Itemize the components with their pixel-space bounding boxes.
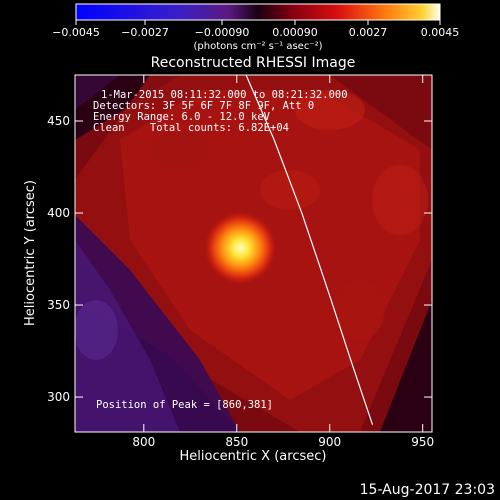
y-tick-label: 350 bbox=[47, 298, 70, 312]
colorbar-tick-label: −0.0027 bbox=[121, 26, 169, 39]
plot-frame bbox=[74, 74, 433, 433]
colorbar-tick-label: −0.0045 bbox=[52, 26, 100, 39]
colorbar-tick-label: −0.00090 bbox=[195, 26, 250, 39]
x-tick-label: 950 bbox=[411, 435, 434, 449]
y-tick-label: 300 bbox=[47, 390, 70, 404]
solar-limb-line bbox=[245, 75, 374, 425]
x-tick-label: 800 bbox=[132, 435, 155, 449]
annotation-energy: Energy Range: 6.0 - 12.0 keV bbox=[93, 111, 271, 123]
colorbar-tick-label: 0.00090 bbox=[272, 26, 318, 39]
colorbar-unit-label: (photons cm⁻² s⁻¹ asec⁻²) bbox=[193, 41, 322, 52]
x-tick-label: 850 bbox=[225, 435, 248, 449]
heatmap-image bbox=[75, 75, 432, 432]
colorbar-tick-label: 0.0045 bbox=[421, 26, 460, 39]
y-tick-label: 450 bbox=[47, 114, 70, 128]
x-tick-label: 900 bbox=[318, 435, 341, 449]
y-tick-label: 400 bbox=[47, 206, 70, 220]
y-axis-ticks: 300 350 400 450 bbox=[47, 114, 432, 404]
annotation-peak: Position of Peak = [860,381] bbox=[96, 399, 273, 411]
plot-timestamp: 15-Aug-2017 23:03 bbox=[360, 482, 495, 498]
annotation-clean: Clean Total counts: 6.82E+04 bbox=[93, 122, 289, 134]
chart-title: Reconstructed RHESSI Image bbox=[151, 55, 356, 71]
annotation-detectors: Detectors: 3F 5F 6F 7F 8F 9F, Att 0 bbox=[93, 100, 314, 112]
colorbar-ticks bbox=[75, 20, 441, 25]
colorbar-tick-label: 0.0027 bbox=[349, 26, 388, 39]
x-axis-label: Heliocentric X (arcsec) bbox=[180, 449, 327, 464]
x-axis-ticks: 800 850 900 950 bbox=[132, 75, 434, 449]
y-axis-label: Heliocentric Y (arcsec) bbox=[23, 180, 38, 326]
peak-source bbox=[202, 209, 279, 286]
annotation-time: 1-Mar-2015 08:11:32.000 to 08:21:32.000 bbox=[101, 89, 348, 101]
colorbar bbox=[75, 3, 441, 21]
